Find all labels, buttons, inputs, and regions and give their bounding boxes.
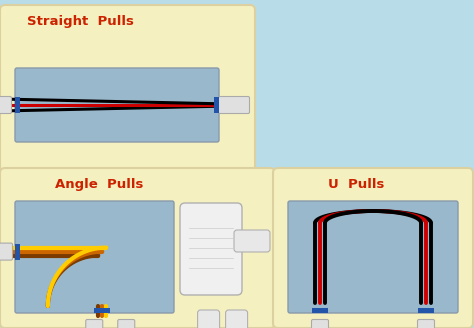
- FancyBboxPatch shape: [273, 168, 473, 328]
- Bar: [15, 97, 20, 113]
- FancyBboxPatch shape: [15, 68, 219, 142]
- Bar: [214, 97, 219, 113]
- FancyBboxPatch shape: [0, 168, 275, 328]
- Bar: [15, 244, 20, 259]
- FancyBboxPatch shape: [15, 201, 174, 313]
- Bar: [312, 308, 328, 313]
- Bar: [94, 308, 110, 313]
- Text: U  Pulls: U Pulls: [328, 178, 384, 191]
- FancyBboxPatch shape: [219, 96, 249, 113]
- FancyBboxPatch shape: [234, 230, 270, 252]
- FancyBboxPatch shape: [86, 319, 103, 328]
- FancyBboxPatch shape: [288, 201, 458, 313]
- FancyBboxPatch shape: [226, 310, 247, 328]
- FancyBboxPatch shape: [0, 96, 11, 113]
- FancyBboxPatch shape: [418, 319, 435, 328]
- FancyBboxPatch shape: [0, 243, 12, 260]
- Bar: [418, 308, 434, 313]
- Text: Straight  Pulls: Straight Pulls: [27, 15, 134, 28]
- FancyBboxPatch shape: [180, 203, 242, 295]
- FancyBboxPatch shape: [118, 319, 135, 328]
- FancyBboxPatch shape: [311, 319, 328, 328]
- Text: Angle  Pulls: Angle Pulls: [55, 178, 143, 191]
- FancyBboxPatch shape: [198, 310, 219, 328]
- FancyBboxPatch shape: [0, 5, 255, 173]
